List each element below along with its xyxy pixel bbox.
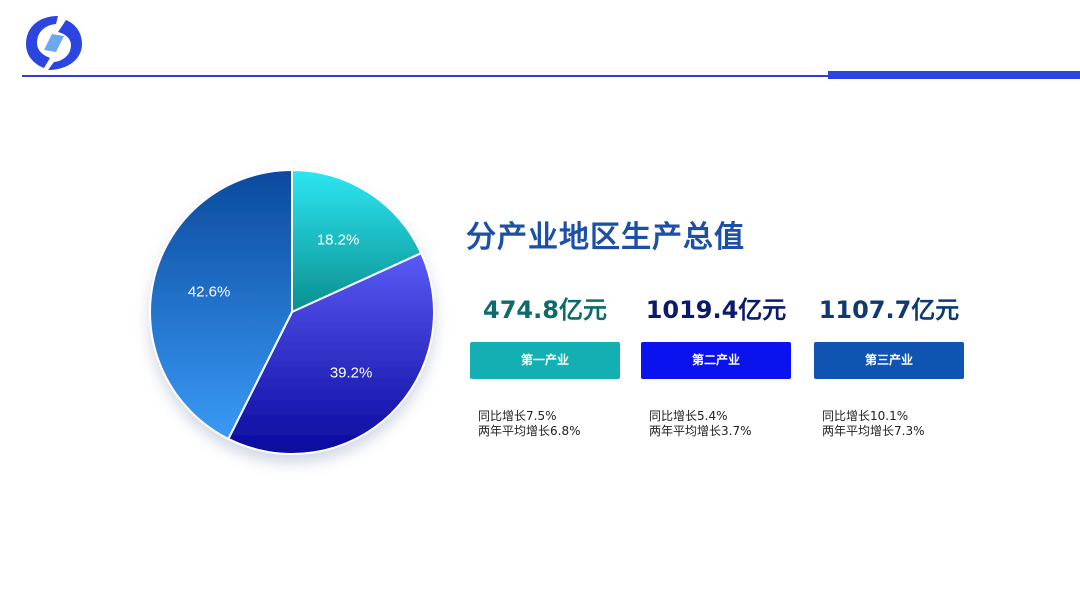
- industry-value: 474.8亿元: [483, 296, 607, 324]
- pie-slice-2: [226, 251, 435, 455]
- industry-tertiary: 1107.7亿元 第三产业 同比增长10.1% 两年平均增长7.3%: [814, 290, 964, 439]
- industry-secondary: 1019.4亿元 第二产业 同比增长5.4% 两年平均增长3.7%: [641, 290, 791, 439]
- industry-notes: 同比增长7.5% 两年平均增长6.8%: [470, 409, 620, 439]
- chart-title: 分产业地区生产总值: [466, 220, 745, 255]
- pie-slice-label-3: 42.6%: [188, 283, 231, 300]
- industry-notes: 同比增长5.4% 两年平均增长3.7%: [641, 409, 791, 439]
- pie-chart: 18.2% 39.2% 42.6%: [140, 160, 450, 470]
- industry-badge: 第一产业: [470, 342, 620, 379]
- header-rule-accent: [828, 71, 1080, 79]
- industry-value: 1107.7亿元: [818, 296, 960, 324]
- china-statistics-logo-icon: [26, 16, 82, 70]
- growth-avg-2y: 两年平均增长3.7%: [649, 424, 752, 438]
- growth-yoy: 同比增长10.1%: [822, 409, 909, 423]
- pie-slice-3: [149, 168, 293, 441]
- growth-yoy: 同比增长7.5%: [478, 409, 557, 423]
- pie-slice-1: [291, 168, 423, 314]
- growth-avg-2y: 两年平均增长7.3%: [822, 424, 925, 438]
- industry-badge: 第二产业: [641, 342, 791, 379]
- header-rule: [22, 75, 832, 77]
- pie-chart-svg: 18.2% 39.2% 42.6%: [149, 168, 435, 455]
- growth-avg-2y: 两年平均增长6.8%: [478, 424, 581, 438]
- pie-slice-label-2: 39.2%: [330, 364, 373, 381]
- industry-primary: 474.8亿元 第一产业 同比增长7.5% 两年平均增长6.8%: [470, 290, 620, 439]
- industry-badge: 第三产业: [814, 342, 964, 379]
- growth-yoy: 同比增长5.4%: [649, 409, 728, 423]
- industry-notes: 同比增长10.1% 两年平均增长7.3%: [814, 409, 964, 439]
- pie-slice-label-1: 18.2%: [317, 231, 360, 248]
- industry-value: 1019.4亿元: [645, 296, 787, 324]
